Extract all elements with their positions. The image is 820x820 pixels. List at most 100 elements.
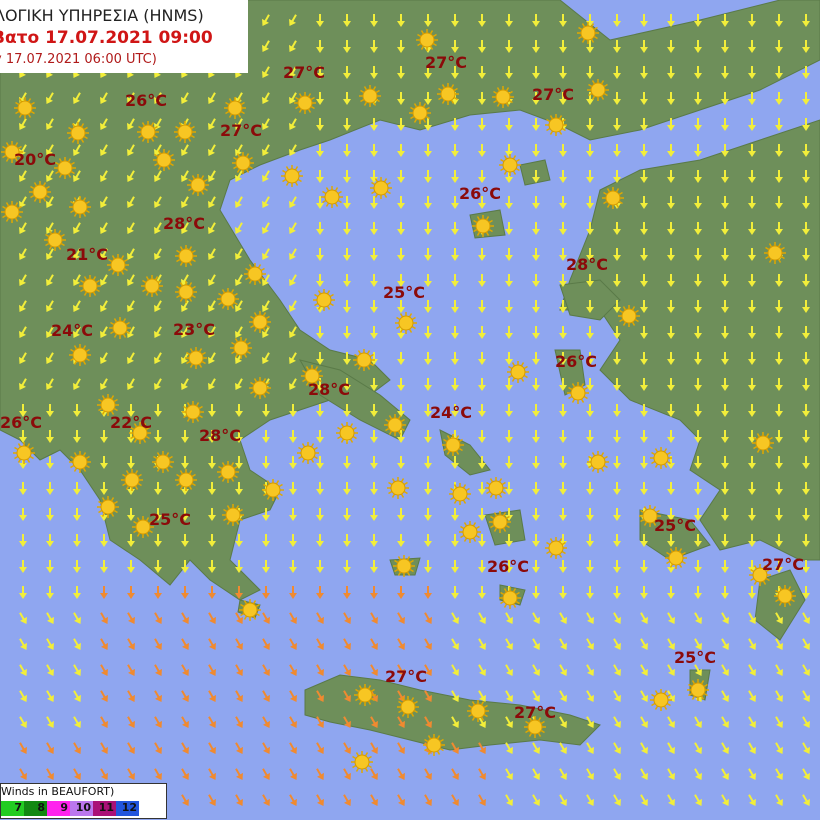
temperature-label: 23°C <box>173 320 216 339</box>
wind-arrow-icon <box>802 612 810 625</box>
wind-arrow-icon <box>667 768 675 781</box>
temperature-label: 28°C <box>199 426 242 445</box>
wind-arrow-icon <box>100 690 108 703</box>
wind-arrow-icon <box>559 456 567 469</box>
wind-arrow-icon <box>640 690 648 703</box>
wind-arrow-icon <box>451 222 459 235</box>
wind-arrow-icon <box>19 768 27 781</box>
wind-arrow-icon <box>262 196 270 209</box>
wind-arrow-icon <box>235 170 243 183</box>
sun-icon <box>650 689 672 711</box>
wind-arrow-icon <box>181 638 189 651</box>
wind-arrow-icon <box>559 768 567 781</box>
wind-arrow-icon <box>262 248 270 261</box>
wind-arrow-icon <box>640 352 648 365</box>
wind-arrow-icon <box>289 40 297 53</box>
wind-arrow-icon <box>532 742 540 755</box>
wind-arrow-icon <box>73 534 81 547</box>
wind-arrow-icon <box>802 638 810 651</box>
wind-arrow-icon <box>19 534 27 547</box>
wind-arrow-icon <box>613 430 621 443</box>
wind-arrow-icon <box>775 404 783 417</box>
wind-arrow-icon <box>19 118 27 131</box>
wind-arrow-icon <box>586 716 594 729</box>
wind-arrow-icon <box>73 92 81 105</box>
wind-arrow-icon <box>397 66 405 79</box>
wind-arrow-icon <box>370 66 378 79</box>
temperature-label: 28°C <box>308 380 351 399</box>
wind-arrow-icon <box>748 274 756 287</box>
wind-arrow-icon <box>316 482 324 495</box>
sun-icon <box>313 289 335 311</box>
wind-arrow-icon <box>613 274 621 287</box>
sun-icon <box>129 422 151 444</box>
wind-arrow-icon <box>775 742 783 755</box>
wind-arrow-icon <box>316 456 324 469</box>
wind-arrow-icon <box>748 196 756 209</box>
wind-arrow-icon <box>451 456 459 469</box>
wind-arrow-icon <box>100 430 108 443</box>
wind-arrow-icon <box>748 118 756 131</box>
wind-arrow-icon <box>532 118 540 131</box>
wind-arrow-icon <box>370 222 378 235</box>
wind-arrow-icon <box>370 456 378 469</box>
wind-arrow-icon <box>775 690 783 703</box>
wind-arrow-icon <box>478 248 486 261</box>
wind-arrow-icon <box>154 716 162 729</box>
sun-icon <box>13 442 35 464</box>
wind-arrow-icon <box>289 66 297 79</box>
wind-arrow-icon <box>19 430 27 443</box>
wind-arrow-icon <box>289 456 297 469</box>
wind-arrow-icon <box>235 690 243 703</box>
wind-arrow-icon <box>262 40 270 53</box>
wind-arrow-icon <box>532 586 540 599</box>
wind-arrow-icon <box>154 430 162 443</box>
wind-arrow-icon <box>586 40 594 53</box>
wind-arrow-icon <box>775 430 783 443</box>
wind-arrow-icon <box>100 352 108 365</box>
wind-arrow-icon <box>559 92 567 105</box>
sun-icon <box>467 700 489 722</box>
wind-arrow-icon <box>289 612 297 625</box>
wind-arrow-icon <box>73 508 81 521</box>
wind-arrow-icon <box>73 248 81 261</box>
temperature-label: 25°C <box>674 648 717 667</box>
wind-arrow-icon <box>208 794 216 807</box>
wind-arrow-icon <box>289 222 297 235</box>
temperature-label: 28°C <box>163 214 206 233</box>
wind-arrow-icon <box>208 404 216 417</box>
wind-arrow-icon <box>235 664 243 677</box>
temperature-label: 24°C <box>51 321 94 340</box>
sun-icon <box>409 102 431 124</box>
wind-arrow-icon <box>559 664 567 677</box>
wind-arrow-icon <box>343 378 351 391</box>
wind-arrow-icon <box>640 456 648 469</box>
wind-arrow-icon <box>748 222 756 235</box>
wind-arrow-icon <box>559 248 567 261</box>
wind-arrow-icon <box>46 534 54 547</box>
wind-arrow-icon <box>397 664 405 677</box>
wind-arrow-icon <box>127 508 135 521</box>
wind-arrow-icon <box>694 66 702 79</box>
wind-arrow-icon <box>559 612 567 625</box>
wind-arrow-icon <box>100 638 108 651</box>
wind-arrow-icon <box>532 66 540 79</box>
temperature-label: 20°C <box>14 150 57 169</box>
wind-arrow-icon <box>775 716 783 729</box>
sun-icon <box>67 122 89 144</box>
wind-arrow-icon <box>613 66 621 79</box>
wind-arrow-icon <box>694 534 702 547</box>
wind-arrow-icon <box>424 664 432 677</box>
wind-arrow-icon <box>424 222 432 235</box>
wind-arrow-icon <box>208 196 216 209</box>
sun-icon <box>587 79 609 101</box>
wind-arrow-icon <box>154 170 162 183</box>
wind-arrow-icon <box>343 326 351 339</box>
wind-arrow-icon <box>370 378 378 391</box>
sun-icon <box>650 447 672 469</box>
wind-arrow-icon <box>721 508 729 521</box>
wind-arrow-icon <box>289 716 297 729</box>
wind-arrow-icon <box>559 586 567 599</box>
wind-arrow-icon <box>694 560 702 573</box>
wind-arrow-icon <box>181 612 189 625</box>
